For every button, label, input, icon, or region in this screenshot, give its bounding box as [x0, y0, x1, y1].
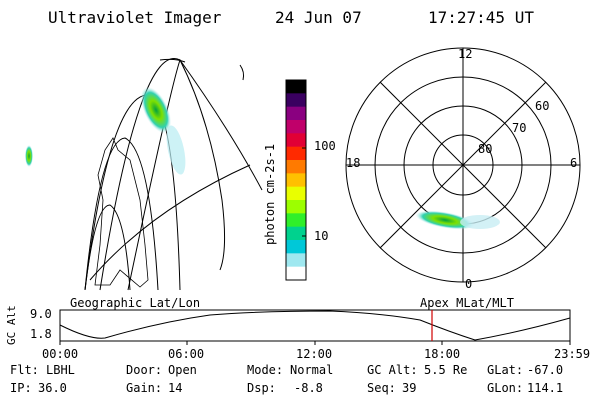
timeline-x-2359: 23:59 — [554, 347, 591, 361]
colorbar-tick-100: 100 — [314, 139, 336, 153]
status-gain-label: Gain: — [126, 381, 163, 395]
colorbar-swatch — [286, 226, 306, 241]
status-ip-label: IP: — [10, 381, 32, 395]
grid-arc-2 — [127, 58, 226, 291]
horizon-arc — [239, 64, 245, 81]
grid-meridian-2 — [84, 137, 159, 291]
status-flt-value: LBHL — [46, 363, 75, 377]
lat-label-70: 70 — [512, 121, 527, 135]
status-dsp-value: -8.8 — [294, 381, 323, 395]
timeline-right-label: Apex MLat/MLT — [420, 296, 514, 310]
timeline-x-1800: 18:00 — [424, 347, 461, 361]
colorbar-unit-label: photon cm-2s-1 — [263, 143, 277, 245]
colorbar-swatch — [286, 253, 306, 268]
colorbar-swatch — [286, 120, 306, 134]
colorbar-swatch — [286, 200, 306, 214]
coastline — [94, 137, 149, 288]
mlt-label-12: 12 — [458, 47, 473, 61]
grid-arc-1 — [99, 58, 181, 291]
altitude-curve — [59, 310, 571, 341]
geographic-image — [84, 58, 263, 291]
timeline-y-bottom: 1.8 — [30, 327, 52, 341]
status-seq-label: Seq: — [367, 381, 396, 395]
colorbar-swatch — [286, 213, 306, 228]
aurora-emission-left — [25, 86, 186, 175]
mlt-label-6: 6 — [570, 156, 578, 170]
timeline-left-label: Geographic Lat/Lon — [70, 296, 201, 310]
timeline-axis-label: GC Alt — [5, 305, 18, 345]
status-glat-value: -67.0 — [527, 363, 564, 377]
status-ip-value: 36.0 — [38, 381, 67, 395]
status-gcalt-value: 5.5 Re — [424, 363, 468, 377]
status-mode-value: Normal — [290, 363, 334, 377]
lat-label-80: 80 — [478, 142, 493, 156]
aurora-emission-polar — [415, 210, 500, 230]
status-mode-label: Mode: — [247, 363, 284, 377]
limb-arc — [159, 58, 186, 63]
colorbar — [285, 79, 307, 281]
lat-label-60: 60 — [535, 99, 550, 113]
polar-aurora-diffuse — [460, 215, 500, 229]
grid-meridian-3 — [84, 204, 131, 291]
timeline-y-top: 9.0 — [30, 307, 52, 321]
timeline-x-1200: 12:00 — [296, 347, 333, 361]
status-glon-label: GLon: — [487, 381, 524, 395]
aurora-patch-small — [25, 145, 33, 167]
timeline-x-0600: 06:00 — [168, 347, 205, 361]
colorbar-swatch — [286, 146, 306, 161]
mlt-label-18: 18 — [346, 156, 361, 170]
colorbar-swatch — [286, 133, 306, 148]
colorbar-frame — [285, 79, 307, 281]
status-gain-value: 14 — [168, 381, 183, 395]
time-label: 17:27:45 UT — [428, 8, 534, 27]
grid-latitude — [89, 164, 251, 281]
instrument-title: Ultraviolet Imager — [48, 8, 222, 27]
aurora-diffuse — [166, 125, 186, 175]
status-seq-value: 39 — [402, 381, 417, 395]
date-label: 24 Jun 07 — [275, 8, 362, 27]
status-glon-value: 114.1 — [527, 381, 564, 395]
timeline-x-0000: 00:00 — [42, 347, 79, 361]
polar-plot — [345, 47, 581, 283]
grid-arc-3 — [179, 59, 263, 191]
status-flt-label: Flt: — [10, 363, 39, 377]
colorbar-tick-10: 10 — [314, 229, 329, 243]
colorbar-swatch — [286, 160, 306, 174]
status-dsp-label: Dsp: — [247, 381, 276, 395]
status-door-value: Open — [168, 363, 197, 377]
colorbar-swatch — [286, 186, 306, 201]
colorbar-swatch — [286, 80, 306, 94]
status-glat-label: GLat: — [487, 363, 524, 377]
polar-aurora-band — [415, 210, 475, 230]
polar-diagonal-2 — [379, 81, 547, 249]
colorbar-swatch — [286, 173, 306, 188]
colorbar-swatch — [286, 93, 306, 108]
status-door-label: Door: — [126, 363, 163, 377]
timeline-plot — [59, 309, 571, 345]
status-gcalt-label: GC Alt: — [367, 363, 418, 377]
aurora-oval-arc — [140, 86, 172, 134]
colorbar-swatch — [286, 240, 306, 254]
mlt-label-0: 0 — [465, 277, 473, 291]
colorbar-swatch — [286, 106, 306, 121]
colorbar-swatch — [286, 266, 306, 281]
